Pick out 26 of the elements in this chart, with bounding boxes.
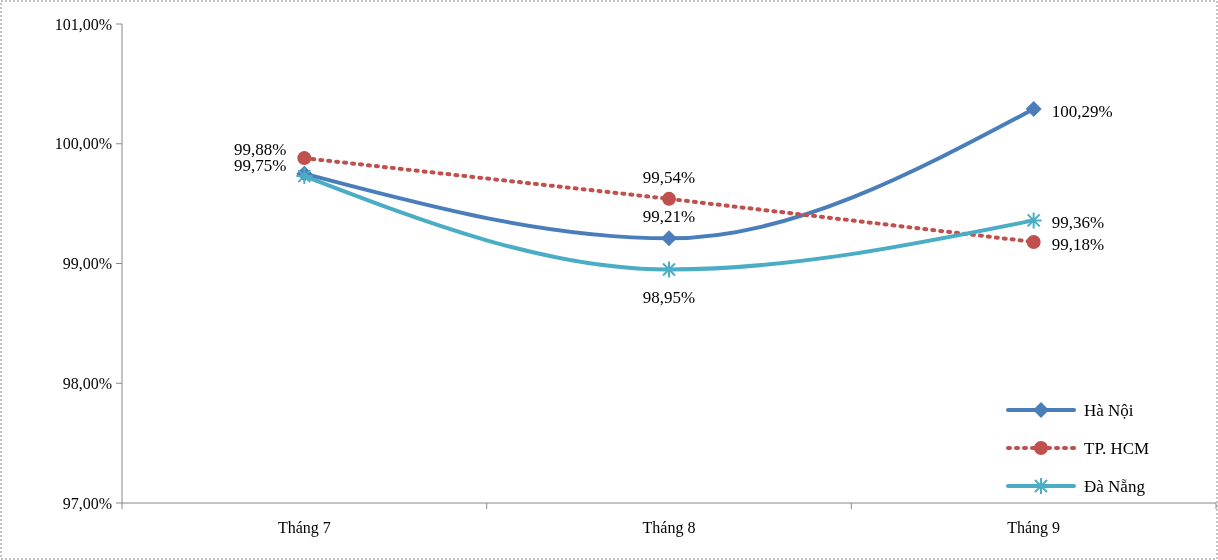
data-label: 99,18%	[1051, 234, 1105, 254]
y-tick-label: 100,00%	[54, 135, 112, 153]
point	[1025, 101, 1042, 118]
legend-label: Hà Nội	[1084, 400, 1134, 420]
point	[295, 167, 314, 186]
y-tick-label: 101,00%	[54, 15, 112, 33]
point	[297, 151, 312, 166]
y-tick-label: 98,00%	[62, 374, 112, 392]
point	[1026, 234, 1041, 249]
data-label: 99,54%	[642, 167, 696, 187]
data-label: 98,95%	[642, 288, 696, 308]
point	[1024, 211, 1043, 230]
data-label: 99,88%	[233, 140, 287, 160]
data-label: 100,29%	[1051, 102, 1113, 122]
x-tick-label: Tháng 7	[277, 519, 331, 537]
x-tick-label: Tháng 8	[642, 519, 696, 537]
y-tick-label: 99,00%	[62, 255, 112, 273]
legend-label: Đà Nẵng	[1084, 476, 1146, 496]
data-label: 99,21%	[642, 207, 696, 227]
point	[661, 230, 677, 247]
point	[660, 260, 678, 279]
y-tick-label: 97,00%	[62, 494, 112, 512]
data-label: 99,36%	[1051, 213, 1105, 233]
point	[662, 191, 676, 206]
legend-label: TP. HCM	[1084, 438, 1150, 458]
x-tick-label: Tháng 9	[1007, 519, 1061, 537]
